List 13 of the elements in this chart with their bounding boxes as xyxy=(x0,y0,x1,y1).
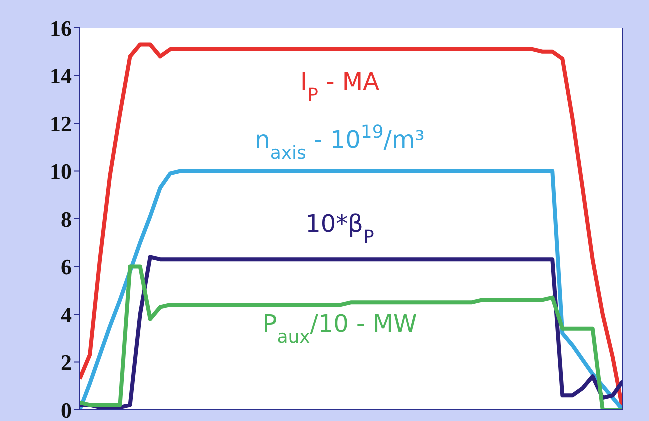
y-tick-label: 0 xyxy=(61,398,72,421)
series-label: n$_{axis}$ - 10$^{19}$/m³ xyxy=(255,122,425,164)
y-tick-label: 2 xyxy=(61,350,72,376)
series-label: P$_{aux}$/10 - MW xyxy=(262,310,418,348)
y-tick-label: 16 xyxy=(50,16,72,41)
y-tick-label: 12 xyxy=(50,111,72,136)
y-tick-label: 10 xyxy=(50,159,72,184)
y-tick-label: 6 xyxy=(61,254,72,280)
y-tick-label: 14 xyxy=(50,64,72,89)
series-label: 10*β$_{P}$ xyxy=(306,210,374,248)
y-tick-label: 4 xyxy=(61,302,72,328)
y-tick-label: 8 xyxy=(61,206,72,232)
series-label: I$_{P}$ - MA xyxy=(300,68,380,106)
